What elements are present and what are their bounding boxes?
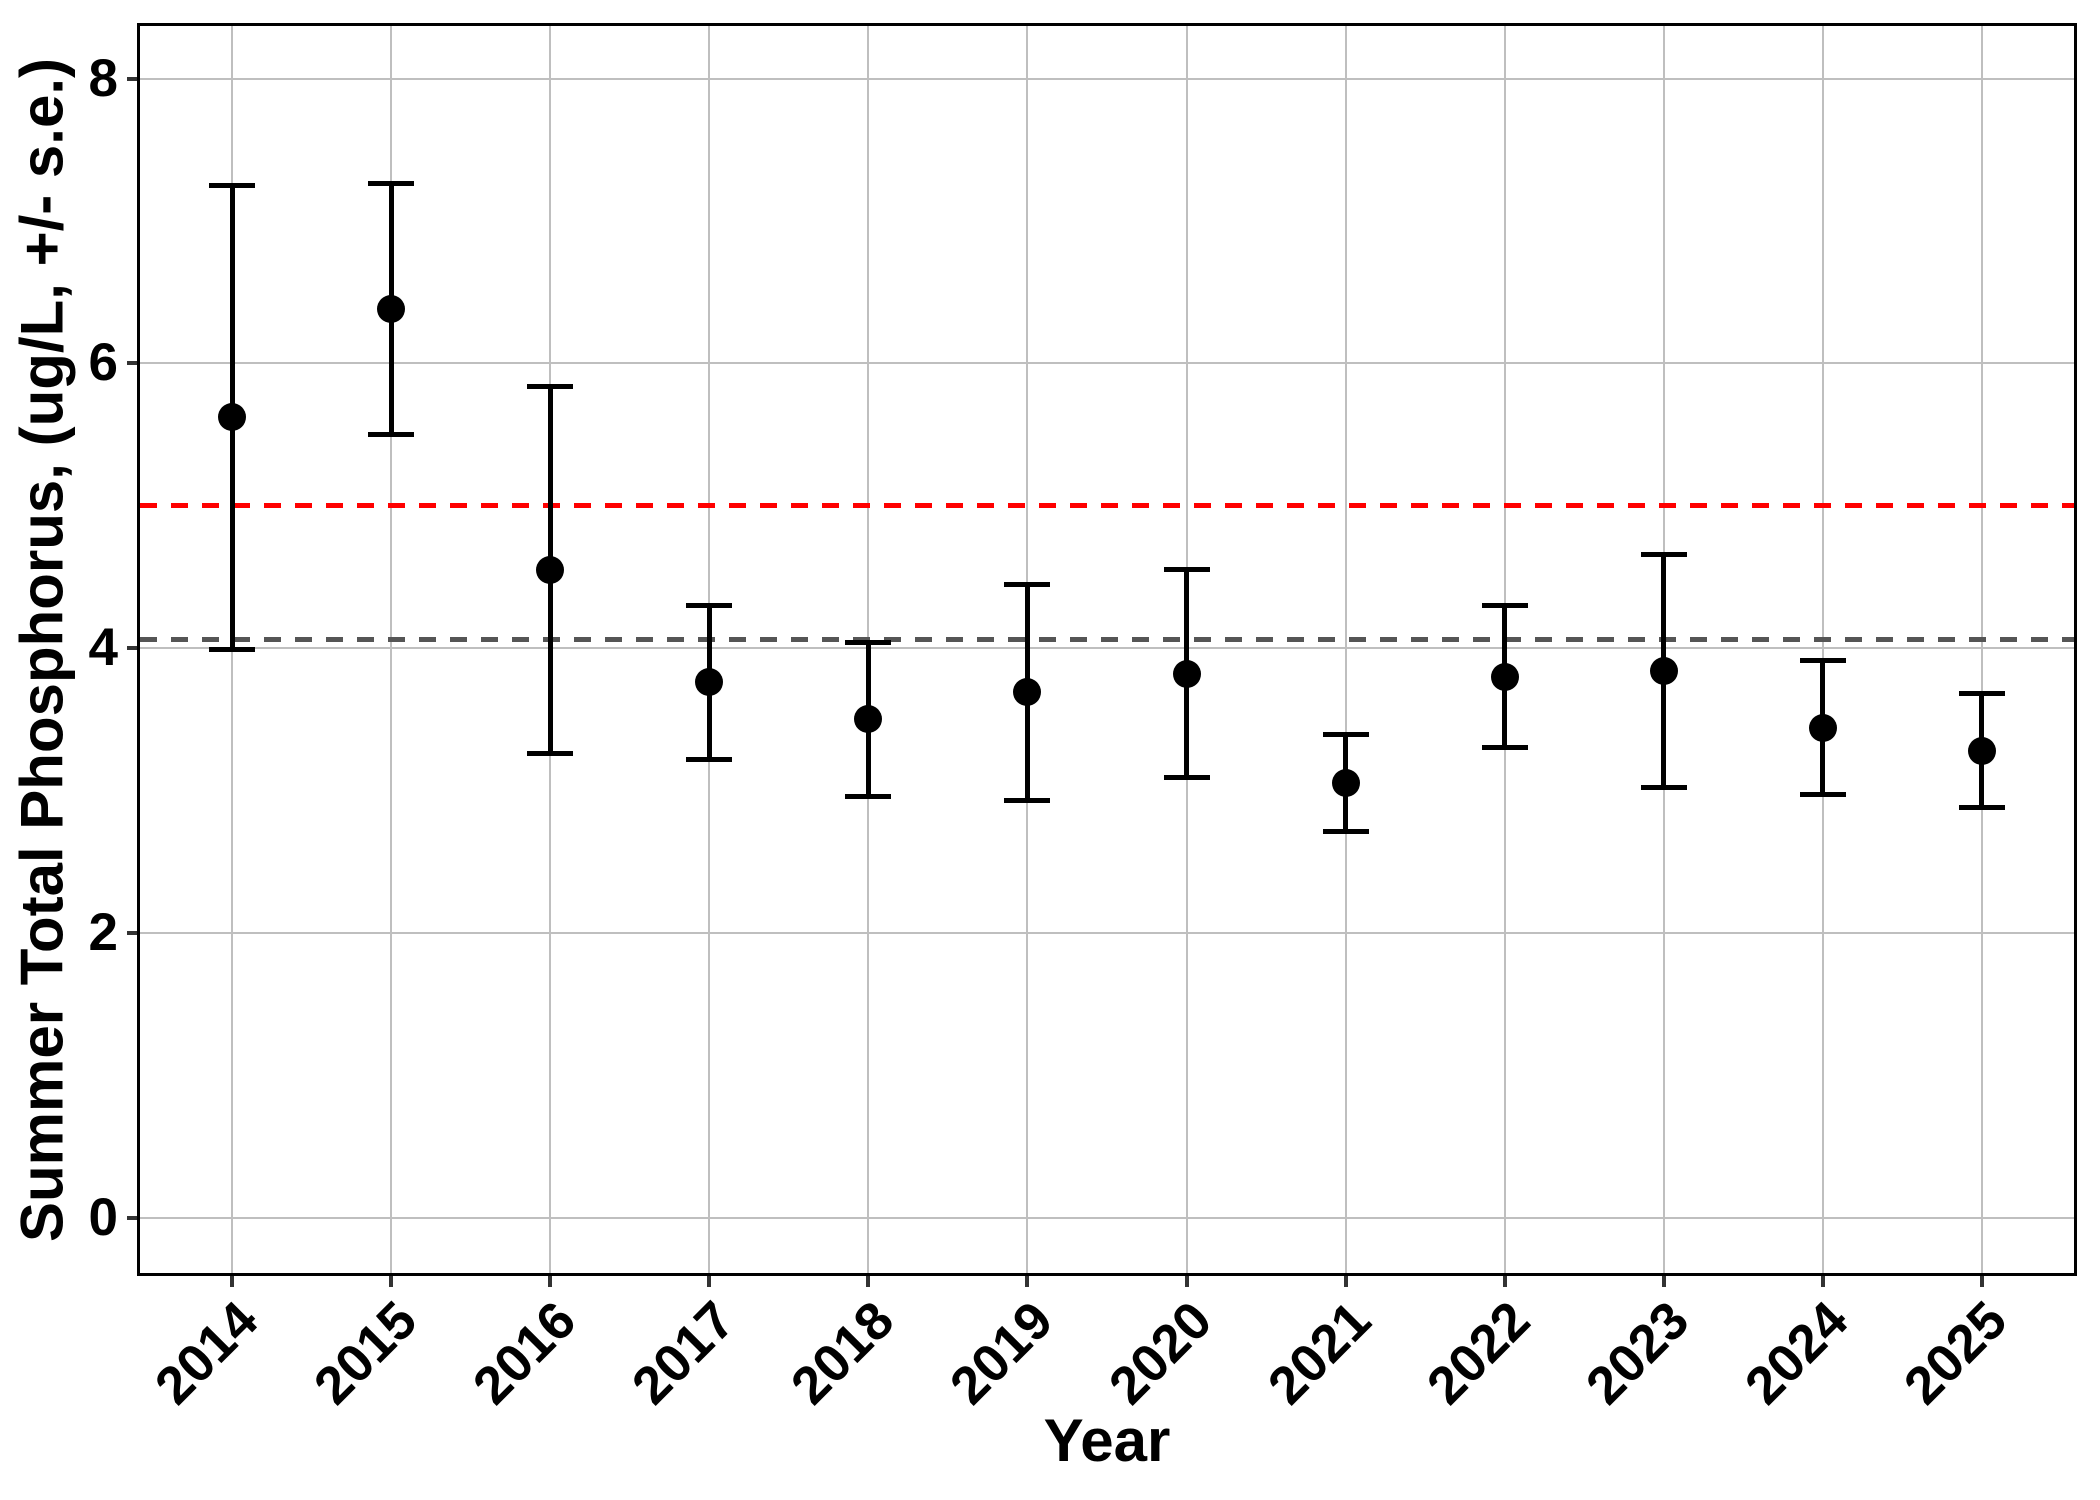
x-tick-label-2018: 2018 xyxy=(779,1290,905,1416)
x-axis-tick-2015 xyxy=(389,1276,394,1287)
v-gridline-2015 xyxy=(390,26,393,1273)
h-gridline-6 xyxy=(140,362,2074,365)
h-gridline-2 xyxy=(140,931,2074,934)
data-point-2014 xyxy=(218,403,247,432)
y-axis-tick-8 xyxy=(127,76,137,81)
error-bar-cap-top-2017 xyxy=(686,602,733,608)
error-bar-cap-top-2024 xyxy=(1799,658,1846,664)
data-point-2018 xyxy=(854,705,883,734)
x-tick-label-2022: 2022 xyxy=(1415,1290,1541,1416)
data-point-2024 xyxy=(1808,713,1837,742)
x-tick-label-2021: 2021 xyxy=(1256,1290,1382,1416)
x-tick-label-2016: 2016 xyxy=(461,1290,587,1416)
x-tick-label-2025: 2025 xyxy=(1892,1290,2018,1416)
red-dashed-threshold xyxy=(140,503,2074,509)
x-tick-label-2023: 2023 xyxy=(1574,1290,1700,1416)
x-tick-label-2020: 2020 xyxy=(1097,1290,1223,1416)
gray-dashed-baseline xyxy=(140,637,2074,643)
data-point-2023 xyxy=(1649,656,1678,685)
error-bar-cap-top-2020 xyxy=(1163,567,1210,573)
x-tick-label-2017: 2017 xyxy=(620,1290,746,1416)
error-bar-cap-top-2015 xyxy=(368,181,415,187)
v-gridline-2021 xyxy=(1344,26,1347,1273)
y-axis-tick-4 xyxy=(127,646,137,651)
error-bar-cap-bottom-2019 xyxy=(1004,797,1051,803)
data-point-2015 xyxy=(377,295,406,324)
x-axis-tick-2022 xyxy=(1502,1276,1507,1287)
error-bar-cap-bottom-2024 xyxy=(1799,792,1846,798)
x-axis-tick-2014 xyxy=(230,1276,235,1287)
y-tick-label-4: 4 xyxy=(88,618,118,678)
h-gridline-8 xyxy=(140,77,2074,80)
y-tick-label-2: 2 xyxy=(88,902,118,962)
x-axis-tick-2021 xyxy=(1343,1276,1348,1287)
data-point-2021 xyxy=(1331,769,1360,798)
y-axis-tick-2 xyxy=(127,930,137,935)
data-point-2016 xyxy=(536,555,565,584)
error-bar-cap-top-2014 xyxy=(209,182,256,188)
y-axis-tick-6 xyxy=(127,361,137,366)
error-bar-cap-top-2021 xyxy=(1322,732,1369,738)
error-bar-cap-top-2025 xyxy=(1958,691,2005,697)
y-tick-label-6: 6 xyxy=(88,333,118,393)
error-bar-cap-top-2022 xyxy=(1481,602,1528,608)
error-bar-cap-bottom-2021 xyxy=(1322,829,1369,835)
y-axis-tick-0 xyxy=(127,1215,137,1220)
error-bar-cap-top-2019 xyxy=(1004,581,1051,587)
y-axis-title: Summer Total Phosphorus, (ug/L, +/- s.e.… xyxy=(8,58,76,1243)
error-bar-cap-bottom-2018 xyxy=(845,793,892,799)
v-gridline-2025 xyxy=(1980,26,1983,1273)
h-gridline-0 xyxy=(140,1216,2074,1219)
x-axis-tick-2018 xyxy=(866,1276,871,1287)
error-bar-cap-bottom-2022 xyxy=(1481,745,1528,751)
y-tick-label-0: 0 xyxy=(88,1187,118,1247)
error-bar-cap-bottom-2017 xyxy=(686,756,733,762)
h-gridline-4 xyxy=(140,647,2074,650)
error-bar-cap-bottom-2020 xyxy=(1163,775,1210,781)
x-tick-label-2024: 2024 xyxy=(1733,1290,1859,1416)
x-axis-tick-2019 xyxy=(1025,1276,1030,1287)
data-point-2017 xyxy=(695,668,724,697)
error-bar-cap-top-2018 xyxy=(845,639,892,645)
error-bar-cap-bottom-2016 xyxy=(527,750,574,756)
error-bar-cap-bottom-2023 xyxy=(1640,785,1687,791)
error-bar-cap-bottom-2014 xyxy=(209,647,256,652)
x-tick-label-2019: 2019 xyxy=(938,1290,1064,1416)
error-bar-cap-bottom-2025 xyxy=(1958,805,2005,811)
data-point-2022 xyxy=(1490,662,1519,691)
y-tick-label-8: 8 xyxy=(88,48,118,108)
error-bar-cap-top-2016 xyxy=(527,383,574,389)
x-axis-tick-2025 xyxy=(1979,1276,1984,1287)
x-axis-tick-2016 xyxy=(548,1276,553,1287)
error-bar-cap-top-2023 xyxy=(1640,551,1687,557)
x-axis-tick-2017 xyxy=(707,1276,712,1287)
v-gridline-2024 xyxy=(1821,26,1824,1273)
data-point-2025 xyxy=(1967,736,1996,765)
x-axis-tick-2024 xyxy=(1820,1276,1825,1287)
x-axis-title: Year xyxy=(1043,1407,1171,1474)
x-tick-label-2015: 2015 xyxy=(302,1290,428,1416)
x-axis-tick-2023 xyxy=(1661,1276,1666,1287)
data-point-2020 xyxy=(1172,659,1201,688)
x-tick-label-2014: 2014 xyxy=(143,1290,269,1416)
plot-panel xyxy=(137,23,2077,1276)
data-point-2019 xyxy=(1013,678,1042,707)
error-bar-cap-bottom-2015 xyxy=(368,431,415,437)
x-axis-tick-2020 xyxy=(1184,1276,1189,1287)
